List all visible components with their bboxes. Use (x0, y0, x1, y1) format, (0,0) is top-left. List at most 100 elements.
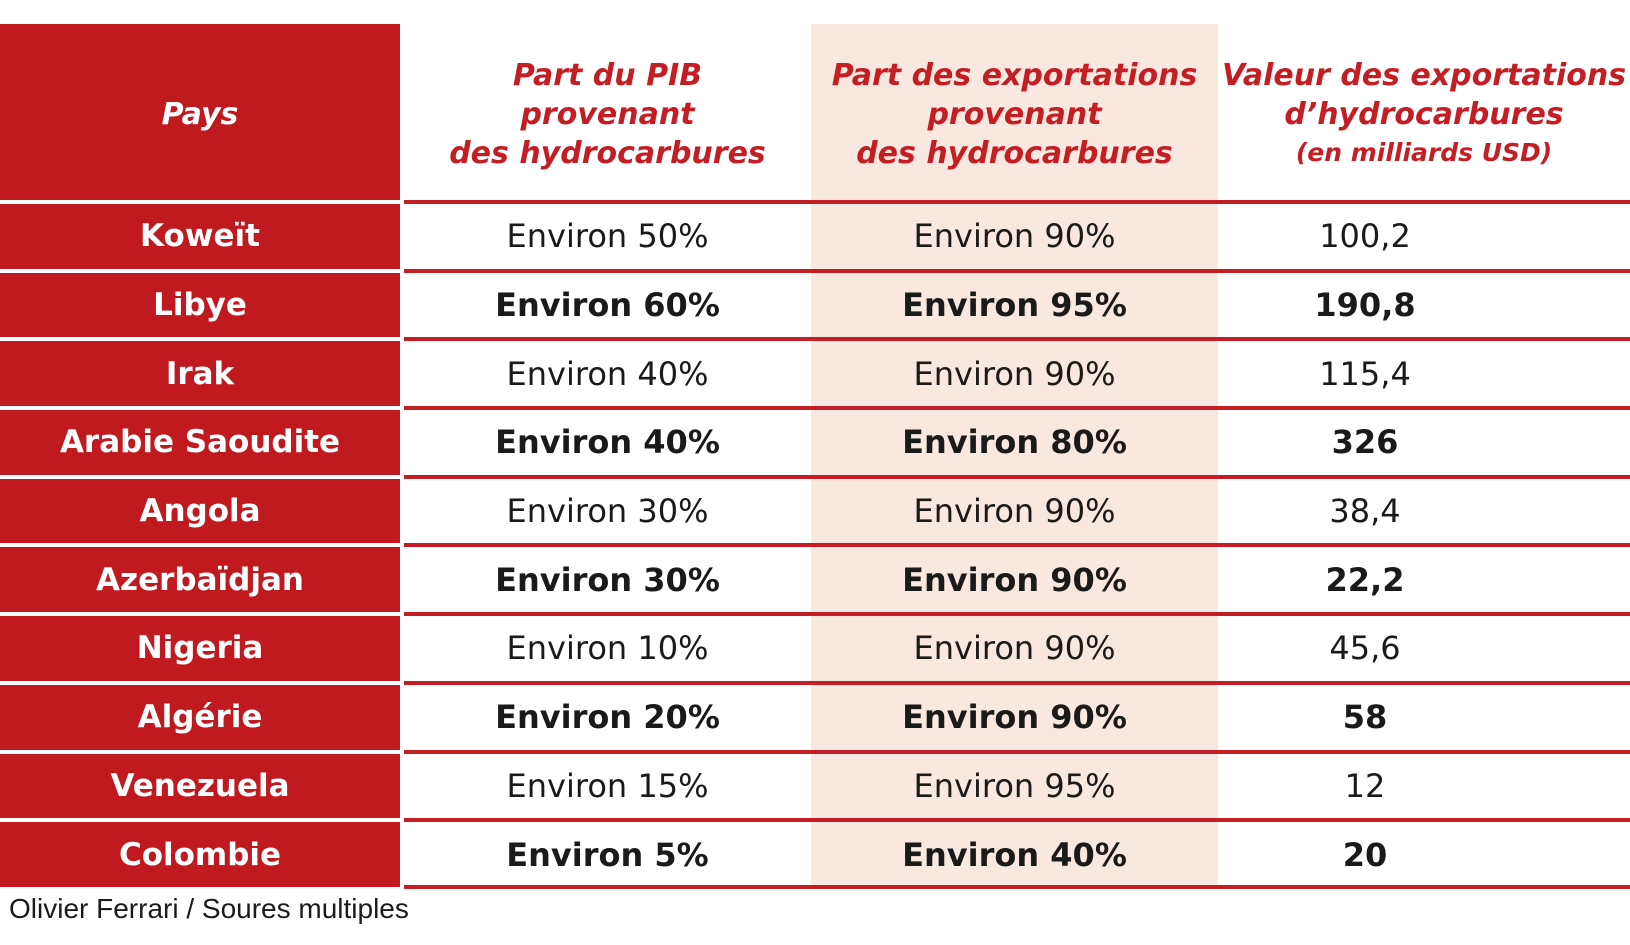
cell-export-value-text: 20 (1342, 835, 1388, 874)
header-country: Pays (0, 24, 404, 200)
header-value-line: Valeur des exportations (1221, 58, 1627, 93)
cell-export-value-text: 58 (1342, 698, 1388, 737)
cell-exports-share-text: Environ 95% (913, 766, 1116, 805)
cell-export-value: 190,8 (1218, 268, 1630, 338)
header-value: Valeur des exportations d’hydrocarbures … (1218, 24, 1630, 200)
cell-gdp-share: Environ 20% (404, 680, 811, 750)
table-row: Venezuela Environ 15% Environ 95% 12 (0, 749, 1630, 819)
cell-country: Irak (0, 337, 404, 407)
table-body: Koweït Environ 50% Environ 90% 100,2 Libye En… (0, 200, 1630, 887)
table-bottom-rule (404, 885, 1630, 889)
cell-country: Colombie (0, 818, 404, 887)
table-row: Colombie Environ 5% Environ 40% 20 (0, 818, 1630, 887)
cell-exports-share: Environ 90% (811, 680, 1218, 750)
header-gdp-line: provenant (520, 96, 695, 132)
cell-country: Angola (0, 474, 404, 544)
header-exports: Part des exportations provenant des hydr… (811, 24, 1218, 200)
cell-exports-share: Environ 90% (811, 474, 1218, 544)
cell-gdp-share-text: Environ 60% (495, 286, 720, 325)
cell-gdp-share: Environ 30% (404, 474, 811, 544)
cell-exports-share: Environ 40% (811, 818, 1218, 887)
hydrocarbon-table: Pays Part du PIB provenant des hydrocarb… (0, 24, 1630, 887)
cell-country: Nigeria (0, 612, 404, 681)
cell-country: Azerbaïdjan (0, 543, 404, 613)
cell-country-text: Arabie Saoudite (59, 424, 341, 461)
cell-export-value-text: 22,2 (1325, 560, 1405, 599)
cell-export-value: 12 (1218, 749, 1630, 819)
cell-country: Arabie Saoudite (0, 406, 404, 475)
cell-country-text: Koweït (140, 218, 260, 255)
cell-country: Koweït (0, 200, 404, 269)
cell-exports-share: Environ 90% (811, 543, 1218, 613)
cell-gdp-share-text: Environ 10% (506, 629, 709, 668)
cell-gdp-share-text: Environ 5% (506, 835, 709, 874)
cell-gdp-share-text: Environ 20% (495, 698, 720, 737)
cell-gdp-share: Environ 60% (404, 268, 811, 338)
cell-export-value-text: 45,6 (1329, 629, 1401, 668)
cell-gdp-share-text: Environ 50% (506, 217, 709, 256)
cell-exports-share: Environ 95% (811, 749, 1218, 819)
header-gdp: Part du PIB provenant des hydrocarbures (404, 24, 811, 200)
cell-exports-share-text: Environ 80% (902, 423, 1127, 462)
cell-export-value: 326 (1218, 406, 1630, 475)
cell-gdp-share: Environ 30% (404, 543, 811, 612)
table-header-row: Pays Part du PIB provenant des hydrocarb… (0, 24, 1630, 200)
header-gdp-line: Part du PIB (512, 57, 703, 93)
table-row: Irak Environ 40% Environ 90% 115,4 (0, 337, 1630, 407)
header-value-line: d’hydrocarbures (1284, 97, 1564, 132)
cell-country-text: Colombie (118, 836, 282, 873)
cell-country-text: Irak (165, 355, 235, 392)
cell-export-value: 38,4 (1218, 474, 1630, 544)
cell-exports-share: Environ 90% (811, 337, 1218, 407)
source-note: Olivier Ferrari / Soures multiples (9, 893, 409, 924)
cell-exports-share: Environ 95% (811, 268, 1218, 338)
header-gdp-line: des hydrocarbures (449, 135, 766, 171)
table-row: Algérie Environ 20% Environ 90% 58 (0, 680, 1630, 750)
cell-country: Algérie (0, 680, 404, 750)
cell-gdp-share: Environ 10% (404, 612, 811, 681)
header-country-label: Pays (161, 96, 239, 132)
cell-gdp-share-text: Environ 30% (495, 560, 720, 599)
cell-exports-share-text: Environ 90% (913, 629, 1116, 668)
cell-gdp-share: Environ 40% (404, 406, 811, 475)
cell-gdp-share: Environ 50% (404, 200, 811, 269)
cell-country: Venezuela (0, 749, 404, 819)
cell-exports-share-text: Environ 90% (913, 492, 1116, 531)
cell-country-text: Venezuela (110, 767, 290, 804)
cell-exports-share-text: Environ 90% (913, 354, 1116, 393)
cell-gdp-share-text: Environ 15% (506, 766, 709, 805)
cell-exports-share-text: Environ 40% (902, 835, 1127, 874)
cell-gdp-share: Environ 5% (404, 818, 811, 887)
cell-export-value: 100,2 (1218, 200, 1630, 269)
cell-gdp-share-text: Environ 40% (506, 354, 709, 393)
cell-country: Libye (0, 268, 404, 338)
table-row: Azerbaïdjan Environ 30% Environ 90% 22,2 (0, 543, 1630, 613)
cell-exports-share: Environ 90% (811, 200, 1218, 269)
cell-gdp-share: Environ 40% (404, 337, 811, 406)
cell-export-value: 115,4 (1218, 337, 1630, 406)
header-exports-line: provenant (927, 96, 1102, 132)
cell-country-text: Azerbaïdjan (96, 561, 304, 598)
cell-export-value-text: 38,4 (1329, 492, 1401, 531)
header-value-unit: (en milliards USD) (1295, 138, 1553, 167)
cell-export-value: 58 (1218, 680, 1630, 750)
cell-country-text: Algérie (137, 699, 263, 736)
table-row: Libye Environ 60% Environ 95% 190,8 (0, 268, 1630, 338)
header-exports-line: des hydrocarbures (856, 135, 1173, 171)
header-exports-line: Part des exportations (831, 57, 1198, 93)
table-row: Koweït Environ 50% Environ 90% 100,2 (0, 200, 1630, 269)
cell-country-text: Nigeria (136, 630, 264, 667)
table-row: Arabie Saoudite Environ 40% Environ 80% 326 (0, 406, 1630, 475)
cell-exports-share-text: Environ 95% (902, 286, 1127, 325)
cell-country-text: Libye (153, 287, 247, 324)
cell-gdp-share-text: Environ 30% (506, 492, 709, 531)
cell-exports-share-text: Environ 90% (913, 217, 1116, 256)
table-row: Nigeria Environ 10% Environ 90% 45,6 (0, 612, 1630, 681)
cell-export-value: 20 (1218, 818, 1630, 887)
cell-exports-share: Environ 80% (811, 406, 1218, 475)
cell-export-value: 22,2 (1218, 543, 1630, 612)
cell-export-value-text: 326 (1331, 423, 1399, 462)
cell-export-value-text: 100,2 (1319, 217, 1411, 256)
cell-gdp-share: Environ 15% (404, 749, 811, 819)
cell-exports-share-text: Environ 90% (902, 698, 1127, 737)
